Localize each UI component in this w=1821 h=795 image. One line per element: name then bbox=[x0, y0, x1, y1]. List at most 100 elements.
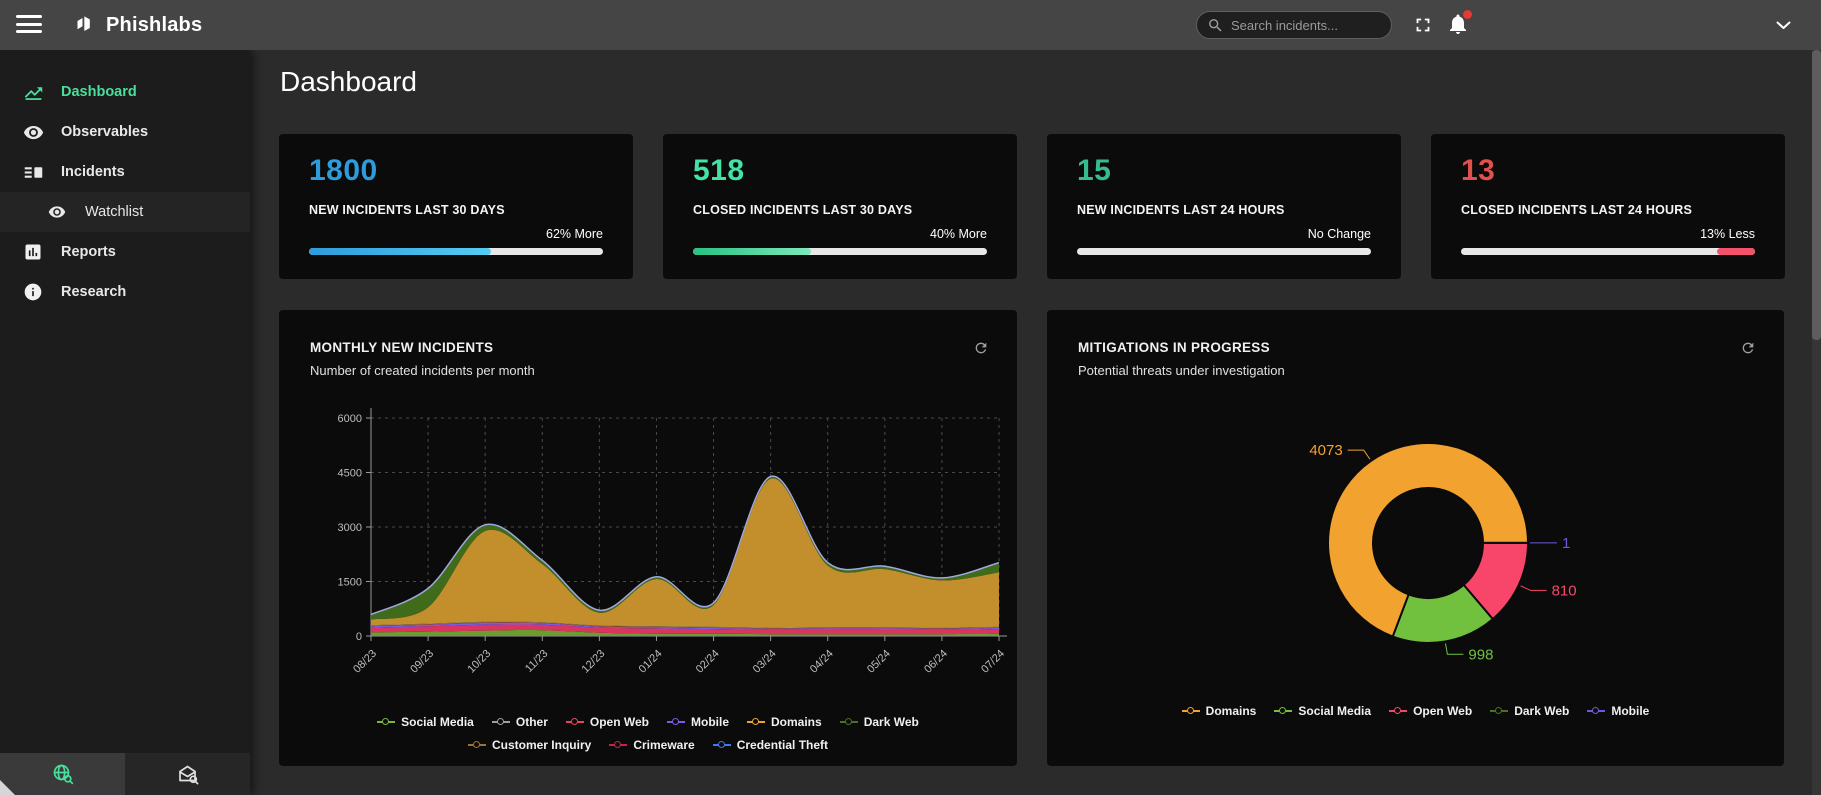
legend-marker bbox=[1274, 706, 1293, 716]
area-band[interactable] bbox=[371, 622, 999, 629]
stat-progress-bar bbox=[309, 248, 603, 255]
svg-text:12/23: 12/23 bbox=[580, 648, 608, 676]
legend-item[interactable]: Mobile bbox=[1587, 704, 1649, 718]
legend-item[interactable]: Dark Web bbox=[1490, 704, 1569, 718]
legend-item[interactable]: Other bbox=[491, 715, 548, 729]
legend-marker bbox=[467, 740, 486, 750]
legend-item[interactable]: Credential Theft bbox=[712, 738, 829, 752]
stat-change: 40% More bbox=[930, 227, 987, 241]
svg-text:0: 0 bbox=[356, 631, 362, 643]
legend-item[interactable]: Domains bbox=[1181, 704, 1257, 718]
area-band[interactable] bbox=[371, 624, 999, 635]
donut-value-label: 810 bbox=[1552, 582, 1577, 599]
stat-progress-fill bbox=[693, 248, 811, 255]
notifications-bell-icon[interactable] bbox=[1446, 10, 1472, 36]
svg-text:01/24: 01/24 bbox=[637, 648, 665, 676]
search-box bbox=[1196, 11, 1407, 39]
legend-label: Mobile bbox=[1611, 704, 1650, 718]
legend-label: Open Web bbox=[589, 715, 649, 729]
corner-accent bbox=[0, 780, 15, 795]
legend-marker bbox=[1181, 706, 1200, 716]
donut-slice[interactable] bbox=[1327, 442, 1530, 638]
area-band[interactable] bbox=[371, 630, 999, 636]
scrollbar-thumb[interactable] bbox=[1812, 50, 1821, 340]
dashboard-icon bbox=[22, 81, 44, 103]
legend-item[interactable]: Social Media bbox=[377, 715, 474, 729]
fullscreen-icon[interactable] bbox=[1412, 14, 1434, 36]
legend-marker bbox=[839, 717, 858, 727]
donut-chart-legend: Domains Social Media Open Web Dark Web Mobil… bbox=[1047, 704, 1784, 718]
area-band[interactable] bbox=[371, 622, 999, 630]
legend-label: Domains bbox=[1205, 704, 1257, 718]
svg-text:05/24: 05/24 bbox=[865, 648, 893, 676]
chart-subtitle: Potential threats under investigation bbox=[1078, 363, 1285, 378]
svg-text:06/24: 06/24 bbox=[922, 648, 950, 676]
legend-label: Customer Inquiry bbox=[491, 738, 592, 752]
svg-text:4500: 4500 bbox=[338, 468, 362, 480]
notification-badge bbox=[1463, 10, 1472, 19]
legend-label: Dark Web bbox=[1514, 704, 1570, 718]
legend-item[interactable]: Mobile bbox=[667, 715, 729, 729]
eye-icon bbox=[22, 121, 44, 143]
sidebar: Dashboard Observables Incidents Watchlis… bbox=[0, 50, 250, 795]
legend-label: Other bbox=[515, 715, 548, 729]
area-band[interactable] bbox=[371, 621, 999, 629]
hamburger-menu-icon[interactable] bbox=[16, 15, 42, 35]
legend-item[interactable]: Dark Web bbox=[839, 715, 919, 729]
mail-search-tab[interactable] bbox=[125, 753, 250, 795]
sidebar-item-label: Observables bbox=[61, 124, 149, 140]
sidebar-item-research[interactable]: Research bbox=[0, 272, 250, 312]
stat-progress-bar bbox=[693, 248, 987, 255]
refresh-button[interactable] bbox=[1738, 338, 1758, 361]
search-input[interactable] bbox=[1231, 17, 1407, 33]
legend-item[interactable]: Social Media bbox=[1274, 704, 1371, 718]
sidebar-item-observables[interactable]: Observables bbox=[0, 112, 250, 152]
area-band[interactable] bbox=[371, 478, 999, 628]
legend-label: Social Media bbox=[1298, 704, 1372, 718]
legend-item[interactable]: Crimeware bbox=[609, 738, 695, 752]
donut-value-label: 1 bbox=[1562, 535, 1570, 552]
watchlist-eye-icon bbox=[46, 201, 68, 223]
sidebar-item-watchlist[interactable]: Watchlist bbox=[0, 192, 250, 232]
info-icon bbox=[22, 281, 44, 303]
svg-text:09/23: 09/23 bbox=[408, 648, 436, 676]
domain-search-tab[interactable] bbox=[0, 753, 125, 795]
legend-marker bbox=[1490, 706, 1509, 716]
stat-card-new-30d: 1800 NEW INCIDENTS LAST 30 DAYS 62% More bbox=[279, 134, 633, 279]
legend-marker bbox=[609, 740, 628, 750]
svg-text:03/24: 03/24 bbox=[751, 648, 779, 676]
legend-item[interactable]: Customer Inquiry bbox=[467, 738, 592, 752]
donut-value-label: 4073 bbox=[1309, 442, 1342, 459]
svg-text:11/23: 11/23 bbox=[523, 648, 550, 675]
legend-marker bbox=[667, 717, 685, 727]
incident-list-icon bbox=[22, 161, 44, 183]
legend-label: Social Media bbox=[401, 715, 474, 729]
sidebar-item-label: Watchlist bbox=[85, 204, 144, 220]
sidebar-item-reports[interactable]: Reports bbox=[0, 232, 250, 272]
svg-text:10/23: 10/23 bbox=[465, 648, 493, 676]
chevron-down-icon[interactable] bbox=[1776, 21, 1791, 30]
brand-title: Phishlabs bbox=[106, 14, 203, 36]
mail-search-icon bbox=[178, 765, 198, 785]
stat-label: CLOSED INCIDENTS LAST 30 DAYS bbox=[693, 203, 913, 217]
legend-label: Credential Theft bbox=[736, 738, 829, 752]
legend-marker bbox=[1587, 706, 1606, 716]
stat-progress-bar bbox=[1461, 248, 1755, 255]
sidebar-item-label: Research bbox=[61, 284, 127, 300]
legend-item[interactable]: Open Web bbox=[1389, 704, 1472, 718]
sidebar-item-label: Reports bbox=[61, 244, 116, 260]
stat-value: 13 bbox=[1461, 154, 1496, 187]
svg-text:1500: 1500 bbox=[338, 577, 362, 589]
stat-card-new-24h: 15 NEW INCIDENTS LAST 24 HOURS No Change bbox=[1047, 134, 1401, 279]
legend-marker bbox=[491, 717, 510, 727]
refresh-button[interactable] bbox=[971, 338, 991, 361]
area-band[interactable] bbox=[371, 622, 999, 629]
stat-progress-fill bbox=[309, 248, 492, 255]
refresh-icon bbox=[975, 342, 987, 354]
legend-item[interactable]: Open Web bbox=[565, 715, 649, 729]
sidebar-item-label: Dashboard bbox=[61, 84, 137, 100]
chart-subtitle: Number of created incidents per month bbox=[310, 363, 535, 378]
sidebar-item-incidents[interactable]: Incidents bbox=[0, 152, 250, 192]
legend-item[interactable]: Domains bbox=[747, 715, 822, 729]
sidebar-item-dashboard[interactable]: Dashboard bbox=[0, 72, 250, 112]
